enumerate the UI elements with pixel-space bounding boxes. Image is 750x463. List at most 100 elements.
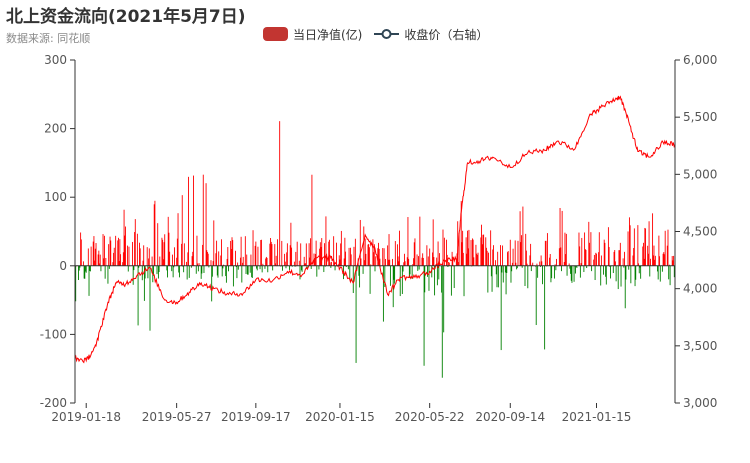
net-flow-bar (502, 265, 504, 283)
net-flow-bar (303, 256, 305, 266)
net-flow-bar (561, 265, 562, 272)
net-flow-bar (589, 242, 590, 266)
net-flow-bar (113, 252, 114, 266)
net-flow-bar (144, 265, 146, 279)
net-flow-bar (304, 263, 306, 266)
net-flow-bar (584, 232, 586, 266)
net-flow-bar (363, 226, 365, 266)
net-flow-bar (240, 236, 242, 266)
net-flow-bar (320, 246, 322, 266)
net-flow-bar (157, 265, 159, 279)
net-flow-bar (378, 248, 380, 266)
net-flow-bar (125, 226, 126, 266)
net-flow-bar (267, 265, 269, 273)
net-flow-bar (416, 254, 418, 266)
net-flow-bar (441, 265, 443, 293)
net-flow-bar (183, 243, 185, 266)
net-flow-bar (398, 261, 400, 266)
net-flow-bar (472, 239, 474, 266)
net-flow-bar (265, 258, 267, 266)
net-flow-bar (532, 262, 534, 266)
net-flow-bar (579, 265, 581, 278)
net-flow-bar (207, 251, 208, 266)
legend-item-close-price[interactable]: 收盘价（右轴） (374, 26, 488, 43)
net-flow-bar (625, 265, 627, 280)
net-flow-bar (476, 253, 478, 266)
net-flow-bar (143, 245, 145, 266)
net-flow-bar (85, 265, 87, 273)
net-flow-bar (634, 265, 636, 287)
net-flow-bar (443, 265, 445, 333)
net-flow-bar (624, 251, 625, 266)
net-flow-bar (521, 265, 523, 268)
net-flow-bar (613, 251, 615, 266)
net-flow-bar (132, 265, 134, 285)
net-flow-bar (436, 257, 438, 266)
net-flow-bar (235, 265, 237, 267)
net-flow-bar (455, 258, 457, 266)
net-flow-bar (157, 223, 159, 266)
net-flow-bar (605, 265, 607, 285)
net-flow-bar (113, 247, 115, 266)
net-flow-bar (166, 265, 168, 271)
net-flow-bar (245, 265, 247, 274)
net-flow-bar (605, 265, 607, 277)
net-flow-bar (511, 265, 513, 272)
net-flow-bar (570, 265, 572, 274)
legend-label-close-price: 收盘价（右轴） (404, 27, 489, 42)
net-flow-bar (326, 253, 328, 266)
legend-line-marker-icon (374, 29, 400, 39)
net-flow-bar (530, 243, 532, 266)
net-flow-bar (206, 250, 208, 266)
net-flow-bar (463, 265, 465, 297)
net-flow-bar (482, 234, 484, 266)
net-flow-bar (162, 259, 164, 266)
net-flow-bar (612, 265, 614, 274)
net-flow-bar (488, 252, 489, 266)
net-flow-bar (644, 227, 646, 266)
net-flow-bar (648, 221, 650, 266)
right-y-tick-label: 3,500 (683, 339, 717, 353)
net-flow-bar (526, 263, 528, 266)
net-flow-bar (529, 255, 531, 266)
net-flow-bar (452, 256, 454, 266)
net-flow-bar (377, 248, 379, 266)
net-flow-bar (299, 265, 301, 280)
net-flow-bar (222, 265, 224, 269)
legend-item-net-flow[interactable]: 当日净值(亿) (263, 26, 362, 43)
net-flow-bar (619, 242, 621, 266)
net-flow-bar (476, 254, 478, 266)
net-flow-bar (282, 265, 283, 271)
net-flow-bar (457, 262, 459, 266)
net-flow-bar (218, 251, 220, 266)
net-flow-bar (427, 256, 429, 266)
net-flow-bar (275, 263, 276, 266)
net-flow-bar (162, 239, 164, 266)
net-flow-bar (673, 265, 675, 278)
net-flow-bar (241, 265, 243, 283)
net-flow-bar (406, 257, 408, 266)
net-flow-bar (210, 260, 212, 266)
net-flow-bar (211, 265, 213, 302)
net-flow-bar (427, 265, 429, 277)
net-flow-bar (590, 232, 592, 266)
net-flow-bar (451, 251, 453, 266)
net-flow-bar (83, 265, 85, 279)
net-flow-bar (172, 265, 174, 278)
net-flow-bar (115, 235, 117, 266)
net-flow-bar (509, 239, 511, 266)
net-flow-bar (673, 255, 675, 266)
net-flow-bar (227, 247, 229, 266)
left-y-tick-label: 0 (59, 259, 67, 273)
net-flow-bar (216, 265, 218, 276)
net-flow-bar (457, 221, 459, 266)
net-flow-bar (107, 265, 109, 284)
net-flow-bar (620, 265, 622, 287)
net-flow-bar (82, 261, 84, 266)
net-flow-bar (365, 253, 367, 266)
net-flow-bar (178, 265, 180, 278)
net-flow-bar (284, 253, 286, 266)
net-flow-bar (93, 236, 95, 266)
net-flow-bar (132, 241, 133, 266)
legend-bar-swatch-icon (263, 27, 288, 41)
